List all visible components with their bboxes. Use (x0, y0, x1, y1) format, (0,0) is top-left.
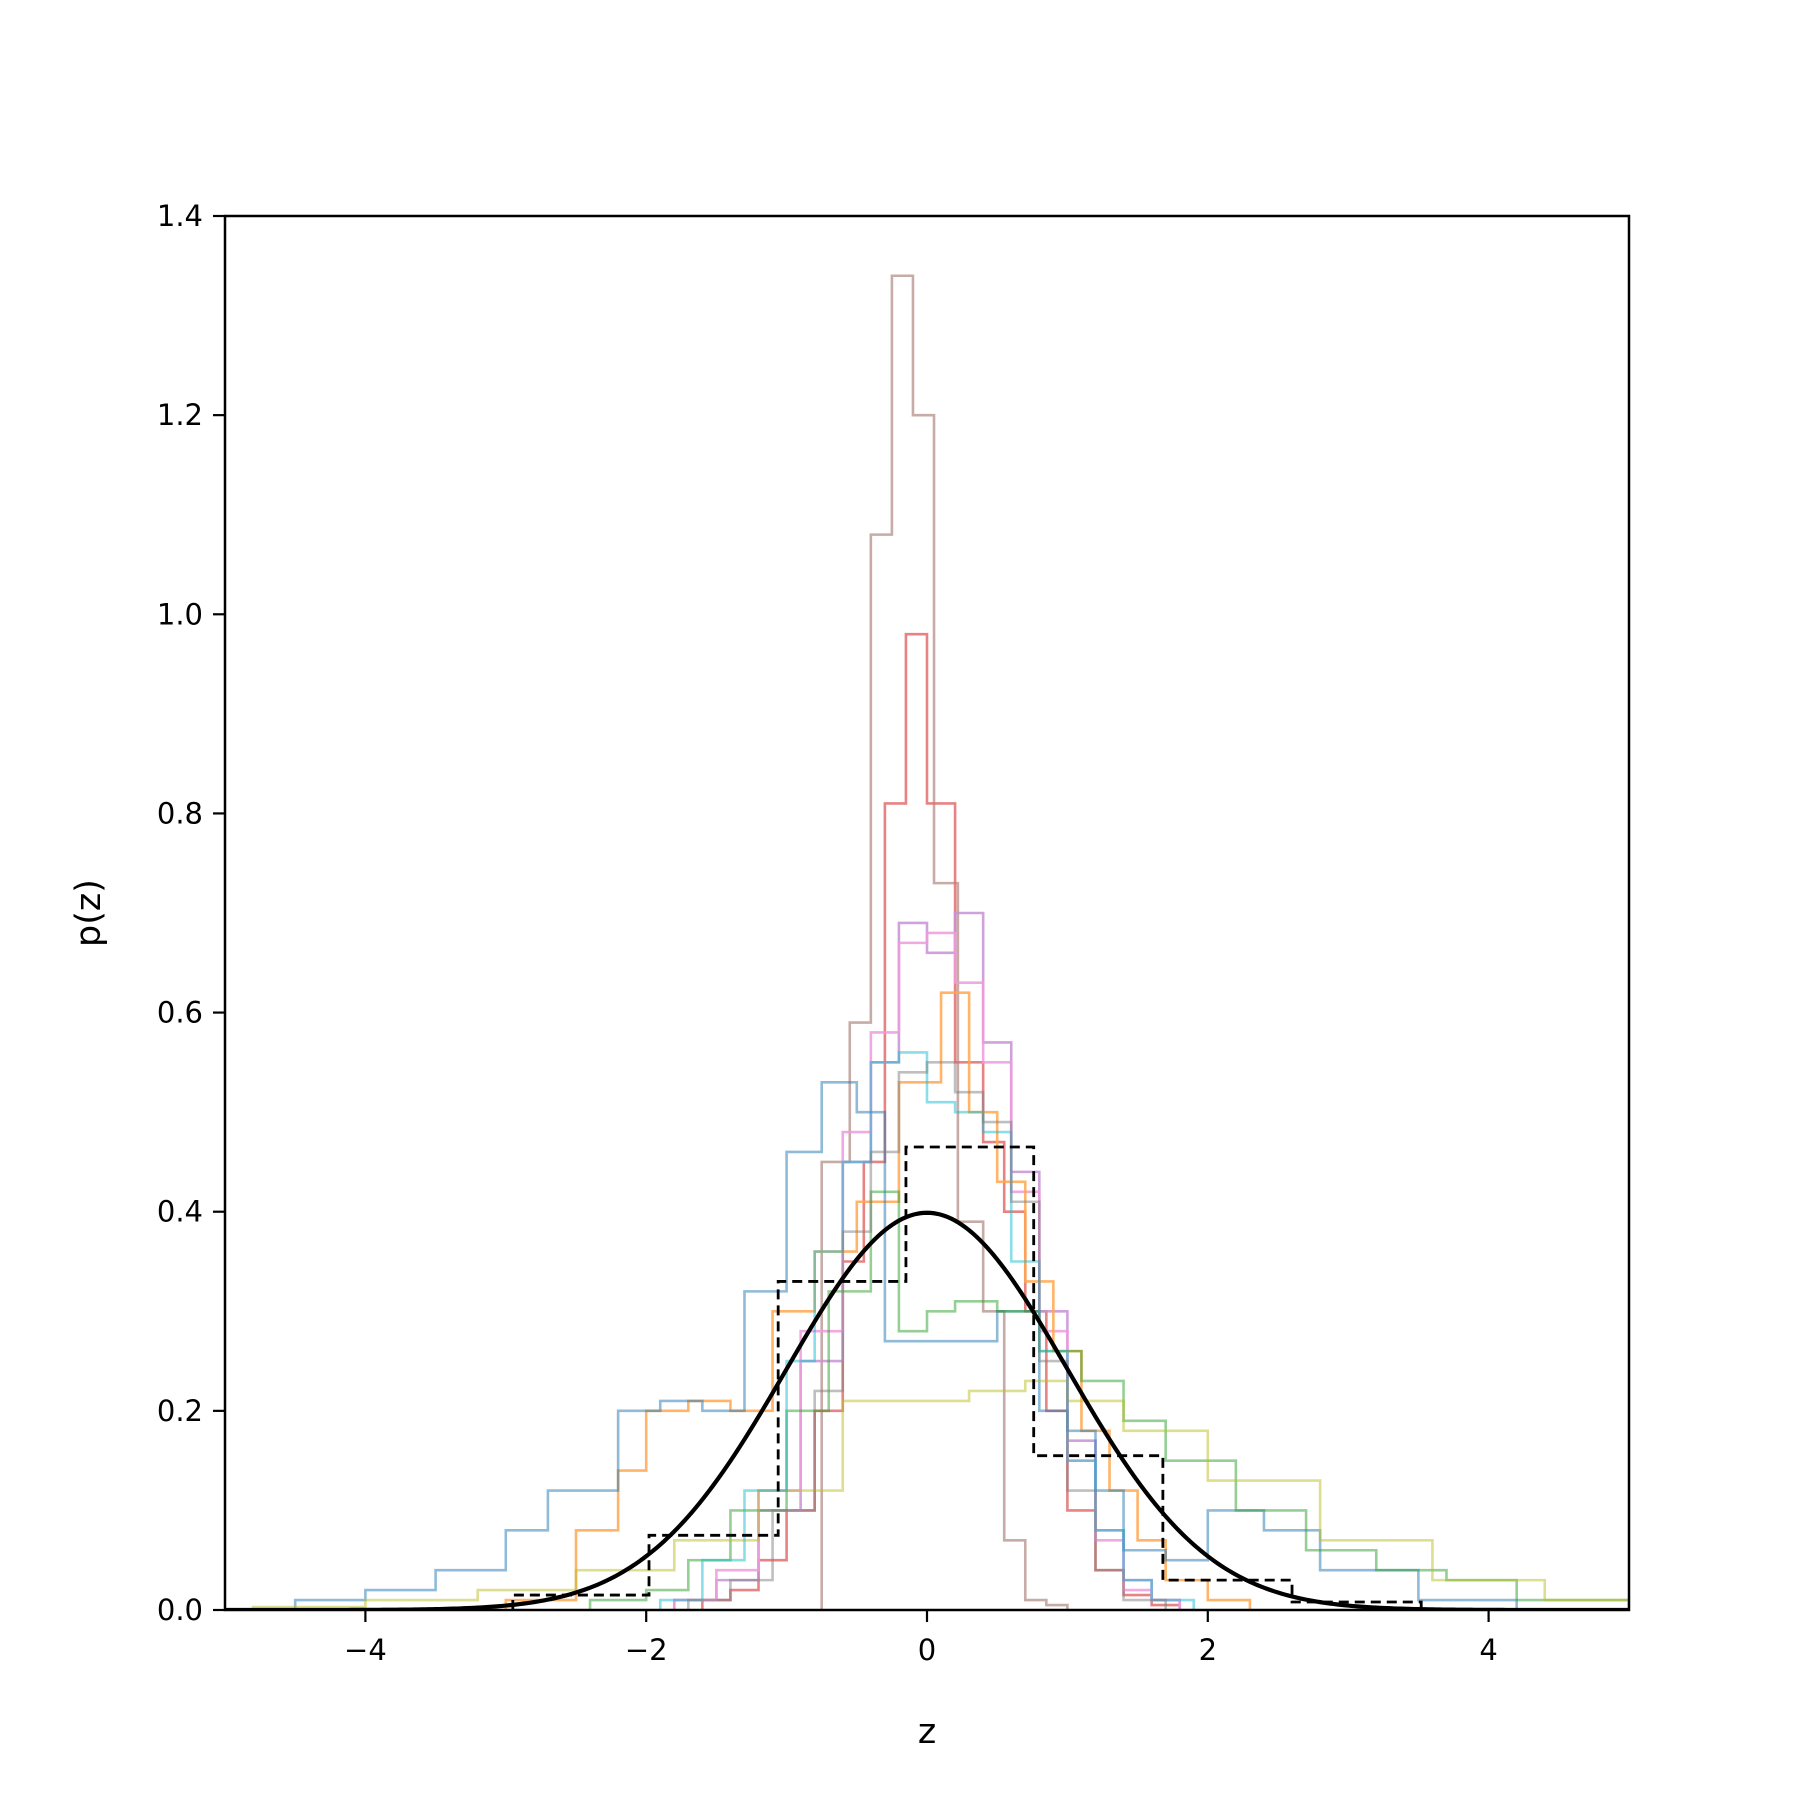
y-tick-label: 1.0 (157, 597, 203, 631)
histogram-step-line-7 (588, 1190, 1629, 1610)
series-layer (225, 274, 1629, 1610)
x-tick-label: −4 (344, 1633, 387, 1667)
x-tick-label: 0 (918, 1633, 936, 1667)
x-tick-label: 4 (1479, 1633, 1497, 1667)
histogram-step-line-5 (504, 991, 1252, 1610)
x-axis-label: z (918, 1712, 936, 1752)
y-tick-label: 0.4 (157, 1195, 203, 1229)
reference-histogram-dashed (511, 1145, 1423, 1610)
y-axis-label: p(z) (69, 879, 109, 947)
y-tick-label: 1.2 (157, 398, 203, 432)
histogram-step-line-6 (293, 1080, 1518, 1610)
y-tick-label: 0.2 (157, 1394, 203, 1428)
normal-pdf-curve (225, 1210, 1629, 1610)
y-axis: 0.0 0.2 0.4 0.6 0.8 1.0 1.2 1.4 (157, 199, 225, 1627)
histogram-step-line-10 (687, 1061, 1167, 1610)
y-tick-label: 0.0 (157, 1593, 203, 1627)
y-tick-label: 0.8 (157, 796, 203, 830)
histogram-step-line-1 (820, 274, 1069, 1610)
histogram-step-line-8 (251, 1379, 1629, 1610)
x-tick-label: −2 (625, 1633, 668, 1667)
histogram-step-line-9 (658, 1051, 1196, 1610)
y-tick-label: 0.6 (157, 996, 203, 1030)
x-tick-label: 2 (1199, 1633, 1217, 1667)
x-axis: −4 −2 0 2 4 (344, 1610, 1498, 1667)
y-tick-label: 1.4 (157, 199, 203, 233)
plot-area (225, 216, 1629, 1610)
